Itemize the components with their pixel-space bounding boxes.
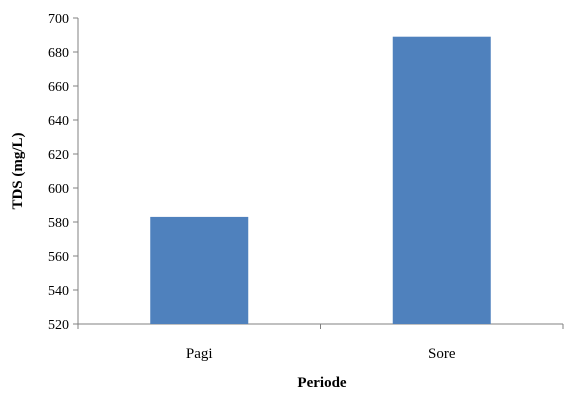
y-tick-label: 580 xyxy=(48,216,69,231)
y-axis-title: TDS (mg/L) xyxy=(10,132,26,209)
bar-pagi xyxy=(150,216,249,324)
bar-sore xyxy=(392,36,491,324)
y-tick-label: 680 xyxy=(48,46,69,61)
y-tick-label: 700 xyxy=(48,12,69,27)
y-tick-label: 620 xyxy=(48,148,69,163)
plot-area: 520 540 560 580 600 620 640 660 680 700 Pagi Sore xyxy=(48,12,564,362)
x-category-label: Sore xyxy=(428,346,456,362)
y-tick-label: 660 xyxy=(48,80,69,95)
y-tick-label: 640 xyxy=(48,114,69,129)
y-tick-label: 600 xyxy=(48,182,69,197)
y-tick-label: 560 xyxy=(48,250,69,265)
y-tick-label: 540 xyxy=(48,284,69,299)
x-category-label: Pagi xyxy=(186,346,213,362)
y-tick-label: 520 xyxy=(48,318,69,333)
x-axis-title: Periode xyxy=(297,375,346,391)
